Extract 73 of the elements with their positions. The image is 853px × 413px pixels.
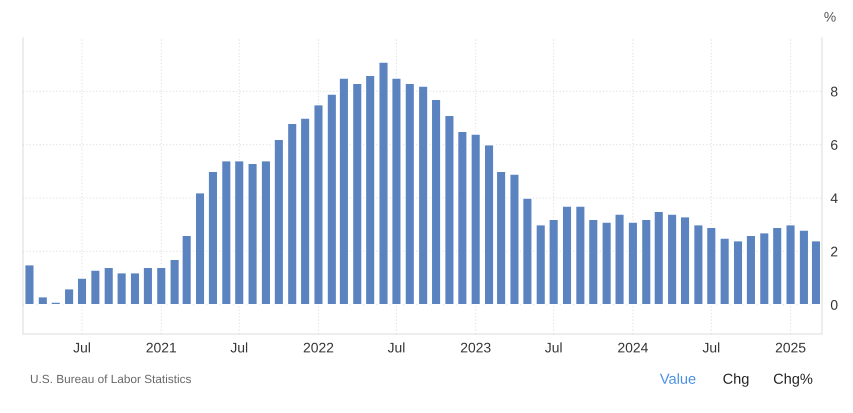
bar — [785, 224, 796, 306]
bar — [208, 170, 218, 306]
bar — [574, 205, 586, 306]
bar — [522, 197, 533, 306]
bar — [627, 221, 638, 306]
bar — [640, 218, 652, 306]
x-tick-label: 2024 — [618, 342, 648, 353]
bar — [404, 82, 416, 306]
bar — [548, 218, 560, 306]
bar — [758, 232, 770, 306]
bar — [456, 130, 468, 306]
bar — [352, 82, 363, 306]
bar — [194, 192, 206, 306]
bar — [142, 266, 154, 306]
x-tick-label: 2025 — [776, 342, 806, 353]
bar — [273, 138, 284, 306]
bar — [90, 269, 101, 306]
bar — [37, 296, 48, 306]
bar — [220, 160, 232, 306]
x-tick-label: Jul — [230, 342, 248, 353]
bar — [76, 277, 88, 306]
bar — [614, 213, 625, 306]
bar — [601, 221, 612, 306]
y-tick-label: 8 — [830, 86, 838, 97]
bar — [653, 210, 664, 306]
text: Chg — [723, 373, 748, 387]
bar — [692, 224, 704, 306]
bar — [772, 226, 783, 306]
bar — [562, 205, 572, 306]
bar — [24, 264, 35, 306]
y-tick-label: 0 — [830, 300, 838, 310]
x-tick-label: Jul — [702, 342, 720, 353]
bar — [509, 173, 520, 306]
bar — [378, 61, 389, 306]
bar — [247, 162, 258, 306]
bar — [50, 301, 62, 306]
bar — [719, 237, 730, 306]
y-tick-label: 4 — [830, 193, 838, 204]
text: Chg% — [774, 373, 812, 387]
x-tick-label: 2023 — [460, 342, 491, 353]
bar — [444, 114, 455, 306]
bar — [391, 77, 402, 306]
bar — [418, 85, 429, 306]
bar — [706, 226, 717, 306]
bar — [535, 224, 546, 306]
bar — [130, 272, 140, 306]
bar — [156, 266, 167, 306]
bar — [286, 122, 298, 306]
bar — [666, 213, 678, 306]
y-tick-label: 6 — [831, 140, 838, 150]
y-tick-label: 2 — [831, 246, 838, 256]
bar — [470, 133, 482, 306]
bar — [430, 98, 442, 306]
x-tick-label: 2022 — [304, 342, 334, 353]
text: Value — [660, 373, 696, 384]
x-tick-label: Jul — [544, 342, 562, 353]
bar — [745, 234, 756, 306]
bar — [732, 240, 744, 306]
bar — [588, 218, 599, 306]
bar — [103, 266, 114, 306]
bar — [680, 216, 690, 306]
bar — [313, 104, 324, 306]
text: U.S. Bureau of Labor Statistics — [30, 374, 191, 384]
bar — [260, 160, 272, 306]
bar — [234, 160, 245, 306]
bar — [64, 288, 75, 306]
x-tick-label: 2021 — [146, 342, 176, 353]
x-tick-label: Jul — [73, 342, 90, 353]
bar — [300, 117, 311, 306]
bar — [364, 74, 376, 306]
bar — [116, 272, 128, 306]
x-tick-label: Jul — [388, 342, 404, 353]
y-axis-title: % — [824, 12, 836, 22]
